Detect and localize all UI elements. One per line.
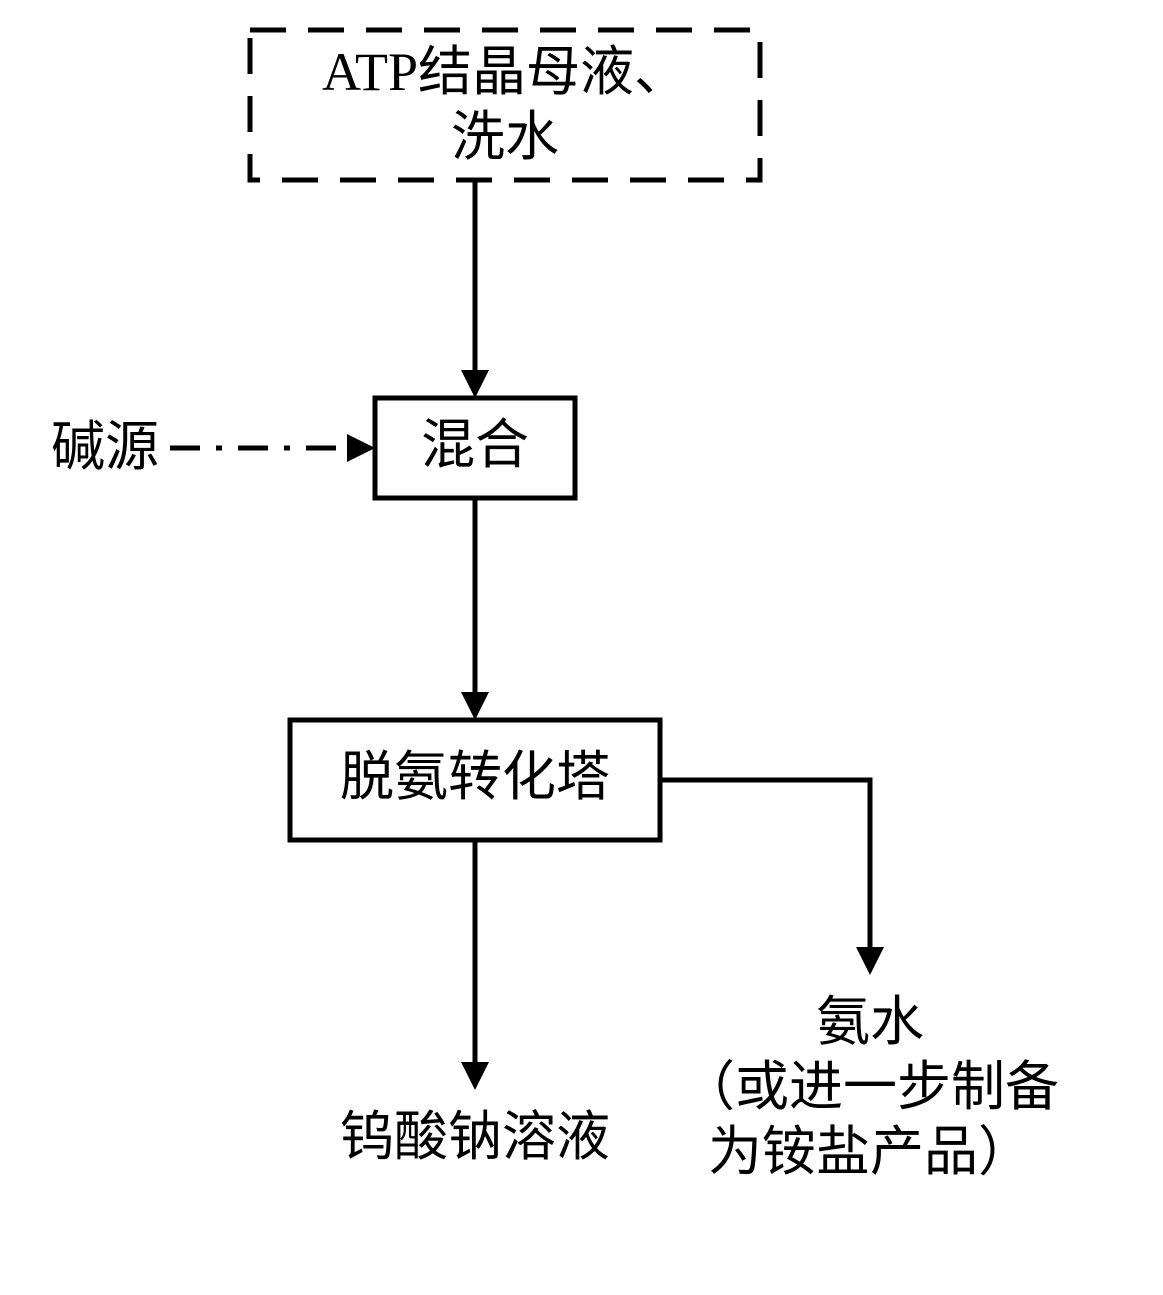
label-output_left-line0: 钨酸钠溶液 [340, 1107, 610, 1167]
label-output_right-line0: 氨水 [816, 992, 924, 1052]
label-tower-line0: 脱氨转化塔 [340, 747, 610, 807]
label-mix-line0: 混合 [421, 415, 529, 475]
label-output_right-line2: 为铵盐产品） [708, 1122, 1032, 1182]
label-input-line1: 洗水 [451, 107, 559, 167]
label-alkali_source: 碱源 [51, 417, 159, 477]
label-output_right-line1: （或进一步制备 [681, 1057, 1059, 1117]
label-input-line0: ATP结晶母液、 [322, 42, 688, 102]
